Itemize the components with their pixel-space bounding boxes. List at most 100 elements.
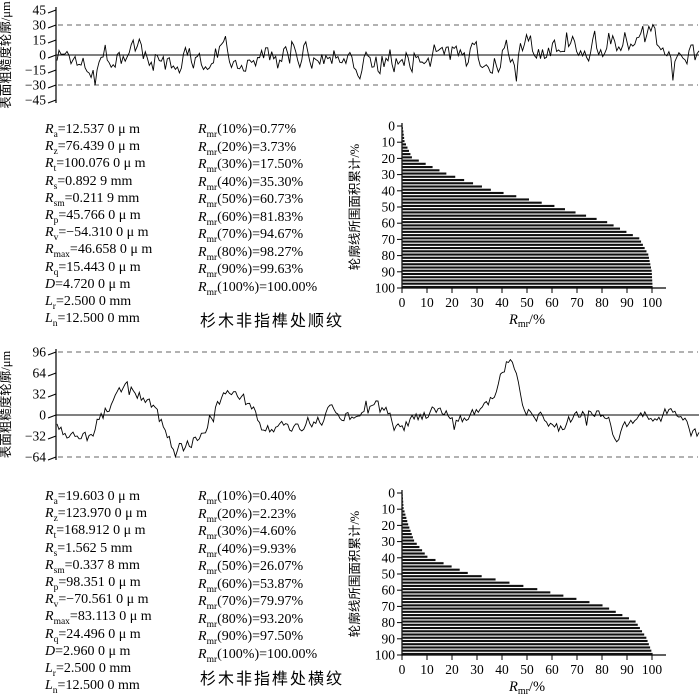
material-ratio-bar (402, 169, 440, 172)
material-ratio-bar (402, 562, 444, 565)
material-ratio-bar (402, 272, 652, 276)
material-ratio-bar (402, 172, 447, 175)
material-ratio-bar (402, 208, 565, 211)
rmr-row: Rmr(20%)=3.73% (198, 139, 297, 158)
rmr-row: Rmr(60%)=53.87% (198, 576, 304, 595)
y-tick-label: −32 (25, 429, 46, 444)
y-tick-label: 70 (382, 232, 396, 247)
rmr-row: Rmr(50%)=60.73% (198, 192, 304, 210)
material-ratio-bar (402, 156, 412, 159)
material-ratio-bar (402, 159, 419, 162)
y-tick-label: 30 (382, 167, 396, 182)
rmr-row: Rmr(10%)=0.40% (198, 489, 297, 507)
material-ratio-bar (402, 578, 496, 581)
x-tick-label: 40 (495, 295, 509, 310)
material-ratio-bar (402, 182, 474, 185)
material-ratio-bar (402, 136, 405, 139)
y-tick (47, 9, 57, 14)
material-ratio-bar (402, 626, 640, 630)
param-row: Rp=98.351 0 μ m (45, 575, 141, 593)
material-ratio-bar (402, 623, 638, 626)
y-tick-label: 10 (382, 135, 396, 150)
material-ratio-bar (402, 130, 404, 133)
material-ratio-bar (402, 520, 408, 523)
material-ratio-bar (402, 516, 407, 519)
y-tick-label: 40 (382, 183, 396, 198)
y-tick-label: 80 (382, 248, 396, 263)
parameter-list-top: Ra=12.537 0 μ m Rz=76.439 0 μ m Rt=100.076… (45, 121, 152, 330)
material-ratio-bar (402, 549, 423, 552)
x-tick-label: 60 (545, 662, 559, 677)
material-ratio-bar (402, 571, 468, 574)
param-row: Rsm=0.337 8 mm (45, 557, 140, 576)
material-ratio-bar (402, 133, 404, 136)
y-tick (47, 39, 57, 44)
rmr-row: Rmr(80%)=93.20% (198, 611, 304, 630)
material-ratio-bar (402, 247, 645, 250)
material-ratio-bar (402, 175, 456, 178)
rmr-row: Rmr(40%)=9.93% (198, 541, 297, 560)
y-tick (47, 351, 57, 356)
x-tick-label: 80 (595, 295, 609, 310)
material-ratio-bar (402, 513, 406, 516)
material-ratio-bar (402, 636, 647, 639)
y-tick-label: 15 (33, 33, 47, 48)
material-ratio-bar (402, 276, 653, 279)
material-ratio-bar (402, 630, 643, 633)
y-axis-label: 轮廓线所围面积累计/% (347, 511, 362, 637)
y-tick-label: 96 (33, 345, 47, 360)
material-ratio-bar (402, 243, 643, 246)
material-ratio-bar (402, 633, 645, 636)
y-tick-label: 20 (382, 151, 396, 166)
x-tick-label: 0 (399, 662, 406, 677)
material-ratio-bar (402, 204, 555, 207)
param-row: D=2.960 0 μ m (45, 643, 131, 659)
rmr-row: Rmr(30%)=4.60% (198, 524, 297, 542)
material-ratio-bar (402, 263, 651, 266)
material-ratio-bar (402, 542, 417, 545)
param-row: Rz=76.439 0 μ m (45, 139, 141, 157)
y-tick (47, 69, 57, 74)
material-ratio-bar (402, 269, 652, 272)
y-tick-label: 90 (382, 264, 396, 279)
rmr-row: Rmr(90%)=99.63% (198, 262, 304, 280)
material-ratio-bar (402, 146, 408, 149)
material-ratio-bar (402, 646, 651, 649)
material-ratio-bar (402, 555, 428, 558)
x-tick-label: 100 (642, 295, 663, 310)
y-tick-label: 100 (375, 648, 396, 663)
y-tick-label: 40 (382, 550, 396, 565)
y-tick-label: 30 (382, 534, 396, 549)
roughness-profile-chart-bottom: 表面粗糙度轮廓/μm 96 64 32 0 −32 −64 (0, 345, 700, 465)
material-ratio-bar (402, 201, 542, 204)
material-ratio-bar (402, 539, 415, 542)
parameter-list-bottom: Ra=19.603 0 μ m Rz=123.970 0 μ m Rt=168.91… (45, 488, 152, 696)
y-axis-label: 表面粗糙度轮廓/μm (0, 1, 13, 109)
x-tick-label: 90 (620, 662, 634, 677)
param-row: Ln=12.500 0 mm (45, 311, 140, 330)
y-tick (47, 84, 57, 89)
material-ratio-bar (402, 266, 651, 269)
material-ratio-bar (402, 591, 551, 594)
material-ratio-bar (402, 279, 653, 282)
material-ratio-bar (402, 617, 629, 620)
material-ratio-bar (402, 610, 616, 613)
material-ratio-bar (402, 250, 647, 253)
material-ratio-bar (402, 237, 640, 240)
panel-caption-top: 杉木非指榫处顺纹 (200, 313, 345, 330)
y-tick-label: 0 (39, 408, 46, 423)
param-row: Rq=24.496 0 μ m (45, 626, 141, 645)
y-tick (47, 414, 57, 419)
material-ratio-bar (402, 234, 633, 237)
rmr-row: Rmr(80%)=98.27% (198, 244, 304, 263)
material-ratio-bar (402, 282, 653, 285)
material-ratio-bar (402, 552, 425, 555)
panel-caption-bottom: 杉木非指榫处横纹 (200, 671, 345, 688)
x-tick-label: 60 (545, 295, 559, 310)
x-tick-label: 30 (470, 295, 484, 310)
material-ratio-bar (402, 259, 650, 263)
x-tick-label: 0 (399, 295, 406, 310)
y-tick (47, 54, 57, 59)
